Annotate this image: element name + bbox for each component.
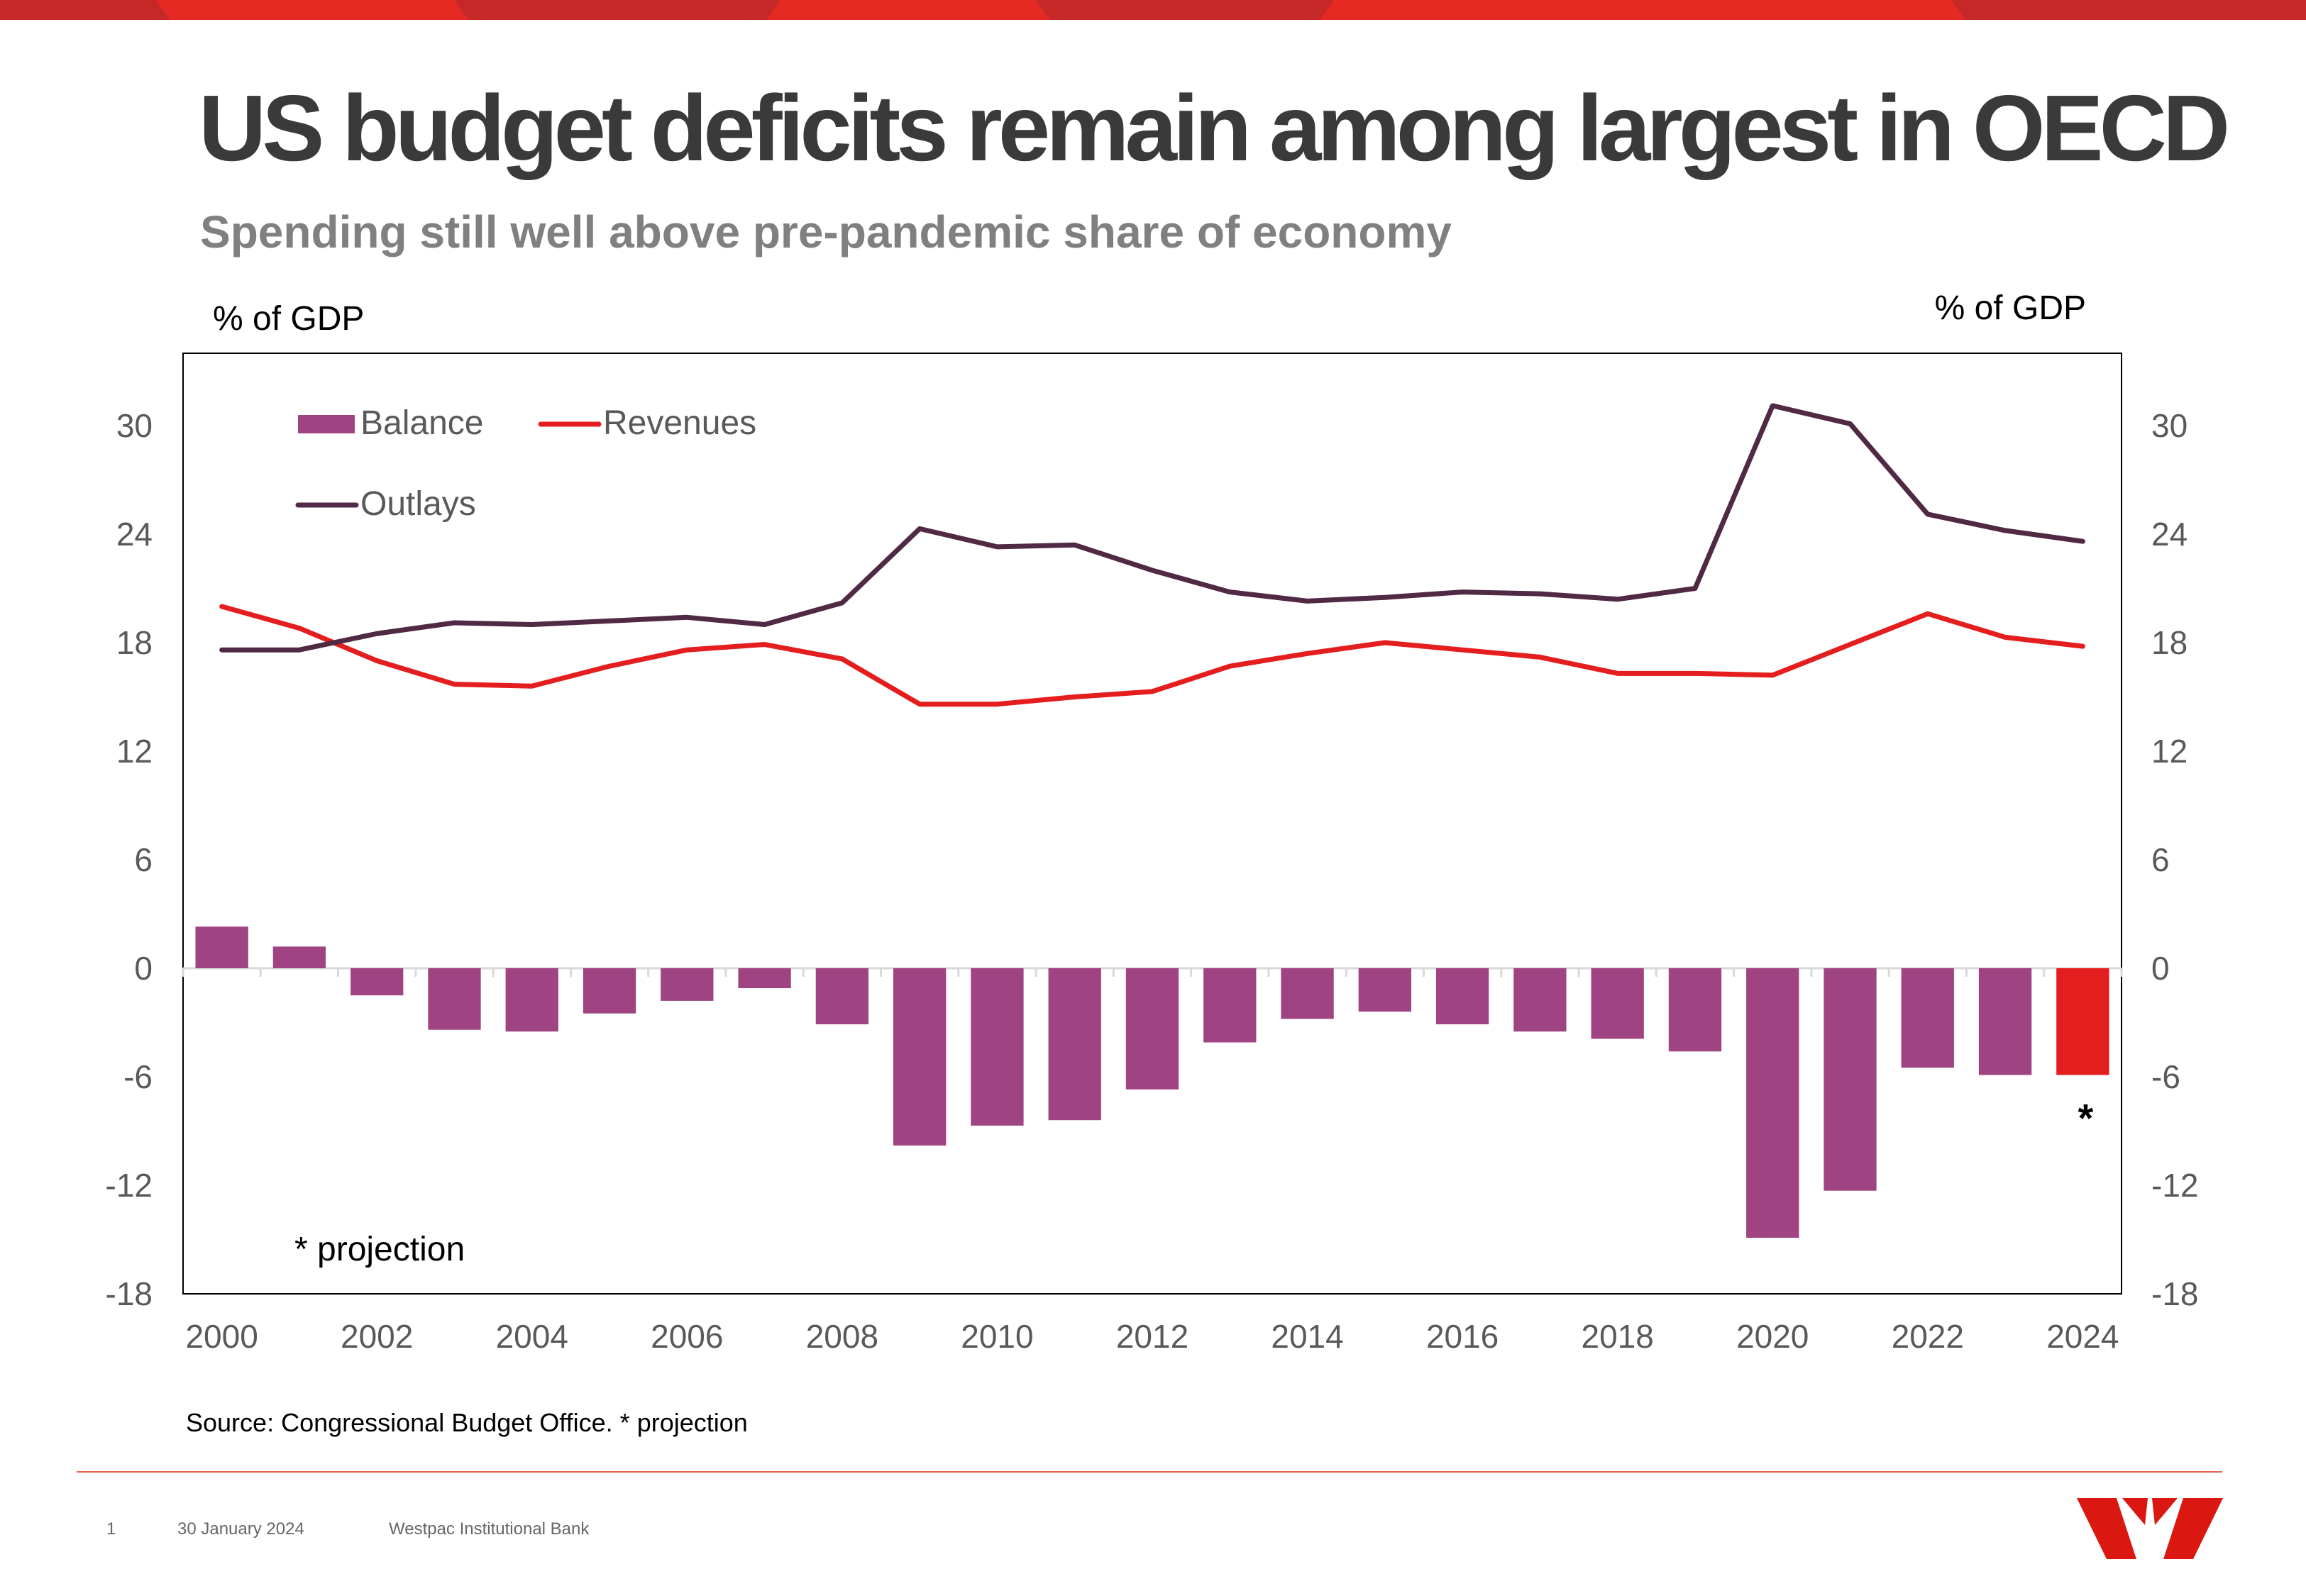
page-title: US budget deficits remain among largest … <box>199 76 2230 180</box>
balance-bar <box>505 968 558 1032</box>
page-subtitle: Spending still well above pre-pandemic s… <box>200 206 1452 257</box>
balance-bar <box>1901 968 1954 1068</box>
revenues-line <box>219 604 2085 707</box>
y-tick-left: 0 <box>134 950 153 987</box>
balance-bar <box>971 968 1024 1126</box>
y-tick-left: 6 <box>134 841 153 878</box>
footer-date: 30 January 2024 <box>177 1519 304 1539</box>
y-tick-right: 6 <box>2151 841 2170 878</box>
x-tick-label: 2006 <box>651 1318 723 1355</box>
x-tick-label: 2024 <box>2046 1318 2119 1355</box>
balance-bar <box>195 926 248 968</box>
x-tick-label: 2012 <box>1116 1318 1188 1355</box>
x-tick-label: 2008 <box>806 1318 878 1355</box>
balance-bar <box>351 968 404 996</box>
projection-marker: * <box>2078 1095 2093 1140</box>
balance-bar <box>1358 968 1411 1012</box>
balance-bar <box>738 968 791 989</box>
projection-annotation: * projection <box>294 1231 465 1268</box>
balance-bar <box>1668 968 1722 1052</box>
balance-bar <box>428 968 481 1030</box>
y-tick-left: 18 <box>116 624 153 661</box>
y-tick-right: -12 <box>2151 1167 2198 1204</box>
source-note: Source: Congressional Budget Office. * p… <box>186 1408 748 1437</box>
x-tick-label: 2022 <box>1892 1318 1964 1355</box>
balance-bar <box>893 968 947 1146</box>
plot-frame <box>182 353 2122 1295</box>
balance-bar-projection <box>2056 968 2109 1075</box>
top-decorative-band <box>0 0 2306 20</box>
legend-outlays-label: Outlays <box>360 485 476 523</box>
balance-bar <box>1591 968 1644 1039</box>
x-tick-label: 2004 <box>496 1318 568 1355</box>
balance-bar <box>583 968 636 1014</box>
footer-page-number: 1 <box>106 1519 116 1539</box>
x-tick-label: 2016 <box>1426 1318 1499 1355</box>
legend-balance-swatch <box>298 415 355 433</box>
y-tick-left: -6 <box>123 1058 153 1095</box>
y-tick-right: 30 <box>2151 407 2188 444</box>
x-tick-label: 2002 <box>341 1318 413 1355</box>
y-tick-left: 30 <box>116 407 153 444</box>
balance-bar <box>1746 968 1799 1238</box>
legend-revenues-label: Revenues <box>603 404 756 442</box>
y-tick-right: 24 <box>2151 516 2188 553</box>
balance-bar <box>1281 968 1334 1019</box>
y-tick-left: -18 <box>106 1275 153 1312</box>
balance-bar <box>1125 968 1179 1090</box>
balance-bar <box>1824 968 1877 1191</box>
x-tick-label: 2010 <box>961 1318 1033 1355</box>
balance-bar <box>272 946 326 968</box>
y-tick-right: 0 <box>2151 950 2170 987</box>
balance-bar <box>1435 968 1489 1025</box>
left-axis-label: % of GDP <box>213 300 364 338</box>
y-tick-left: -12 <box>106 1167 153 1204</box>
y-tick-right: -18 <box>2151 1275 2198 1312</box>
legend-balance-label: Balance <box>360 404 483 442</box>
y-tick-right: -6 <box>2151 1058 2180 1095</box>
y-tick-left: 12 <box>116 733 153 770</box>
footer-divider <box>77 1471 2222 1473</box>
outlays-line <box>219 403 2085 653</box>
x-tick-label: 2000 <box>185 1318 258 1355</box>
balance-bar <box>1513 968 1567 1032</box>
x-tick-label: 2018 <box>1582 1318 1654 1355</box>
balance-bar <box>1203 968 1257 1043</box>
balance-bar <box>661 968 714 1001</box>
balance-bar <box>815 968 869 1025</box>
x-tick-label: 2020 <box>1736 1318 1809 1355</box>
y-tick-right: 18 <box>2151 624 2188 661</box>
y-tick-right: 12 <box>2151 733 2188 770</box>
balance-bar <box>1048 968 1101 1121</box>
right-axis-label: % of GDP <box>1935 289 2086 327</box>
x-tick-label: 2014 <box>1271 1318 1343 1355</box>
y-tick-left: 24 <box>116 516 153 553</box>
balance-bar <box>1978 968 2032 1075</box>
westpac-logo-icon <box>2077 1498 2223 1559</box>
footer-organisation: Westpac Institutional Bank <box>389 1519 590 1539</box>
